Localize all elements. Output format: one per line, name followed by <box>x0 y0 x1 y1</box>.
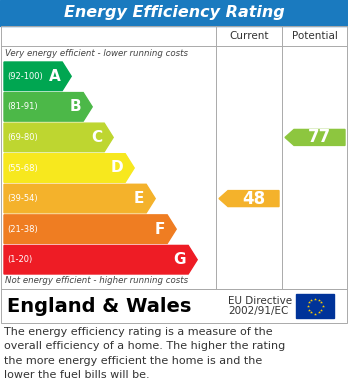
Text: EU Directive: EU Directive <box>228 296 292 306</box>
Text: A: A <box>48 69 60 84</box>
Text: (39-54): (39-54) <box>7 194 38 203</box>
Text: E: E <box>134 191 144 206</box>
Text: Very energy efficient - lower running costs: Very energy efficient - lower running co… <box>5 49 188 58</box>
Polygon shape <box>219 190 279 206</box>
Polygon shape <box>4 246 197 274</box>
Bar <box>1 26 347 289</box>
Polygon shape <box>4 93 92 121</box>
Polygon shape <box>4 123 113 152</box>
Text: 77: 77 <box>308 128 331 146</box>
Polygon shape <box>285 129 345 145</box>
Text: C: C <box>91 130 102 145</box>
Text: D: D <box>111 160 123 176</box>
Text: G: G <box>174 252 186 267</box>
Text: 2002/91/EC: 2002/91/EC <box>228 306 288 316</box>
Bar <box>1 289 347 323</box>
Bar <box>296 294 334 318</box>
Text: Current: Current <box>229 31 269 41</box>
Text: Potential: Potential <box>292 31 338 41</box>
Polygon shape <box>4 62 71 91</box>
Polygon shape <box>4 215 176 244</box>
Text: Energy Efficiency Rating: Energy Efficiency Rating <box>64 5 284 20</box>
Text: (81-91): (81-91) <box>7 102 38 111</box>
Text: B: B <box>70 99 81 114</box>
Text: F: F <box>155 222 165 237</box>
Text: (69-80): (69-80) <box>7 133 38 142</box>
Text: England & Wales: England & Wales <box>7 296 191 316</box>
Text: (1-20): (1-20) <box>7 255 32 264</box>
Text: (21-38): (21-38) <box>7 225 38 234</box>
Text: Not energy efficient - higher running costs: Not energy efficient - higher running co… <box>5 276 188 285</box>
Text: (55-68): (55-68) <box>7 163 38 172</box>
Text: (92-100): (92-100) <box>7 72 43 81</box>
Text: 48: 48 <box>242 190 265 208</box>
Text: The energy efficiency rating is a measure of the
overall efficiency of a home. T: The energy efficiency rating is a measur… <box>4 327 285 380</box>
Polygon shape <box>4 154 134 182</box>
Polygon shape <box>4 184 155 213</box>
Bar <box>0 0 348 26</box>
